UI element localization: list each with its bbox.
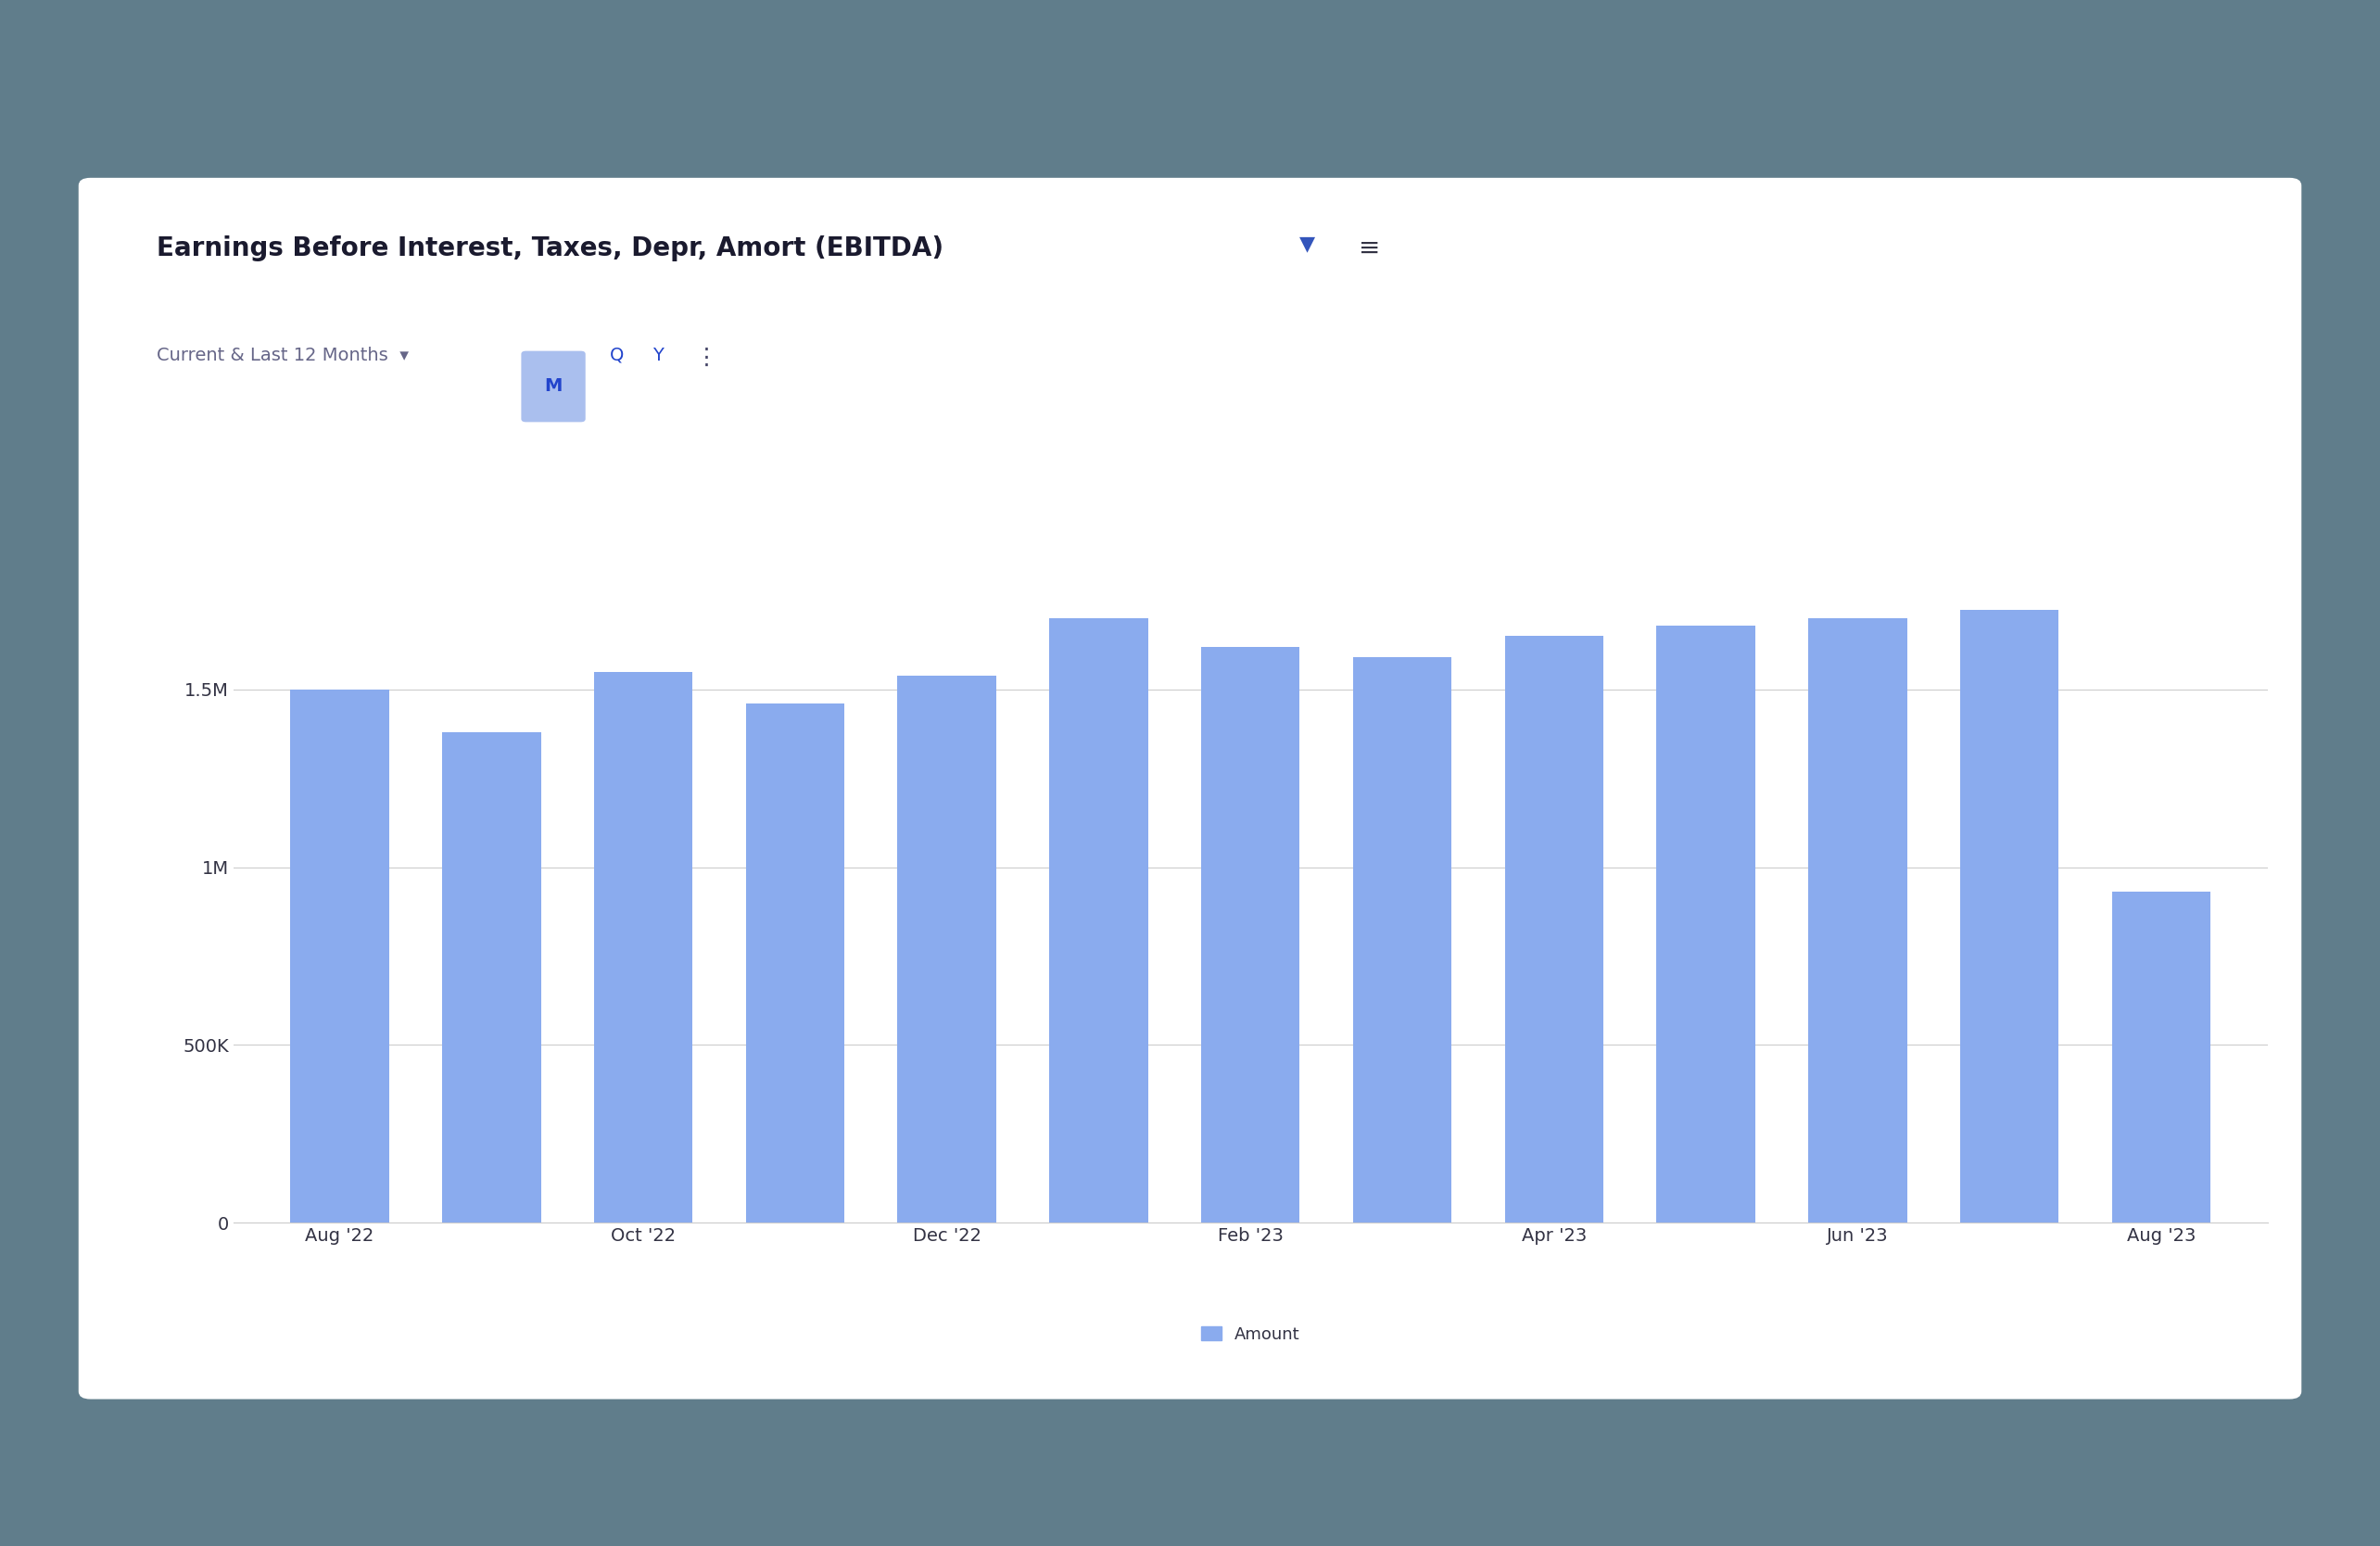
Bar <box>1809 618 1906 1223</box>
Bar <box>1656 626 1754 1223</box>
Bar <box>1050 618 1147 1223</box>
Text: Earnings Before Interest, Taxes, Depr, Amort (EBITDA): Earnings Before Interest, Taxes, Depr, A… <box>157 235 945 261</box>
Text: ▼: ▼ <box>1299 235 1316 254</box>
Bar <box>2111 892 2211 1223</box>
Text: Q: Q <box>609 346 624 363</box>
Bar <box>443 733 540 1223</box>
Text: M: M <box>545 377 562 396</box>
Bar <box>745 703 845 1223</box>
Bar <box>1961 609 2059 1223</box>
Bar <box>1504 635 1604 1223</box>
Bar <box>1352 657 1452 1223</box>
Bar <box>290 690 388 1223</box>
Text: ≡: ≡ <box>1359 235 1380 261</box>
Bar <box>897 676 997 1223</box>
Text: ⋮: ⋮ <box>695 346 719 368</box>
Bar <box>595 671 693 1223</box>
Text: Current & Last 12 Months  ▾: Current & Last 12 Months ▾ <box>157 346 409 363</box>
Bar <box>1202 646 1299 1223</box>
Legend: Amount: Amount <box>1195 1319 1307 1350</box>
Text: Y: Y <box>652 346 664 363</box>
